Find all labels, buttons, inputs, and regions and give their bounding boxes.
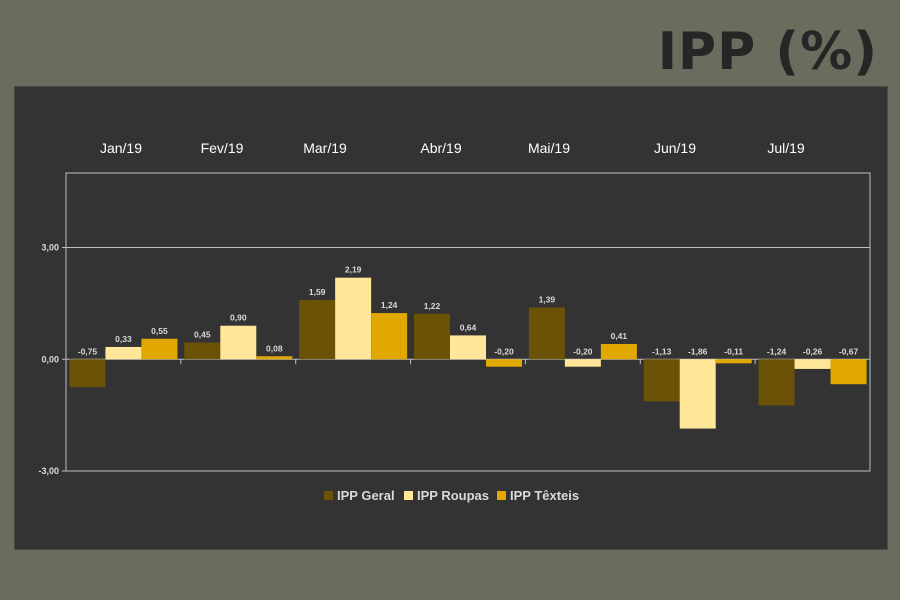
data-label: 0,55 [151, 326, 168, 336]
bar-ipp-roupas [679, 359, 716, 429]
data-label: 0,08 [266, 343, 283, 353]
category-label: Fev/19 [201, 140, 244, 156]
category-label: Mai/19 [528, 140, 570, 156]
bar-ipp-t-xteis [600, 343, 637, 360]
data-label: 0,64 [460, 322, 477, 332]
category-label: Jun/19 [654, 140, 696, 156]
legend-label: IPP Têxteis [510, 488, 579, 503]
chart-panel: 3,00 0,00 -3,00 Jan/19 Fev/19 Mar/19 Abr/19 Mai… [14, 86, 888, 550]
bar-chart: 3,00 0,00 -3,00 Jan/19 Fev/19 Mar/19 Abr/19 Mai… [38, 140, 871, 503]
bar-ipp-t-xteis [256, 356, 293, 360]
bar-ipp-t-xteis [486, 359, 522, 367]
bar-ipp-t-xteis [371, 313, 408, 360]
category-label: Mar/19 [303, 140, 347, 156]
bar-ipp-roupas [335, 277, 372, 360]
bar-ipp-roupas [564, 359, 601, 367]
data-label: 1,39 [539, 294, 556, 304]
bar-ipp-t-xteis [830, 359, 867, 385]
category-label: Abr/19 [420, 140, 461, 156]
data-label: 0,41 [611, 331, 628, 341]
y-tick-label: 0,00 [41, 354, 59, 364]
bar-ipp-roupas [794, 359, 831, 369]
category-label: Jan/19 [100, 140, 142, 156]
data-label: -1,13 [652, 346, 672, 356]
data-label: -0,20 [494, 346, 514, 356]
category-label: Jul/19 [767, 140, 805, 156]
data-label: 0,45 [194, 329, 211, 339]
data-label: 0,90 [230, 313, 247, 323]
bar-ipp-roupas [450, 335, 486, 360]
page-title: IPP (%) [657, 22, 878, 82]
data-label: -0,11 [724, 346, 743, 356]
legend-swatch [404, 491, 413, 500]
data-label: 2,19 [345, 265, 362, 275]
legend-label: IPP Roupas [417, 488, 489, 503]
bar-ipp-t-xteis [715, 359, 752, 364]
legend-swatch [497, 491, 506, 500]
legend-label: IPP Geral [337, 488, 395, 503]
data-label: 0,33 [115, 334, 132, 344]
bar-ipp-geral [528, 307, 565, 360]
bar-ipp-geral [758, 359, 795, 406]
y-tick-label: -3,00 [38, 466, 59, 476]
bar-ipp-geral [69, 359, 106, 388]
bar-ipp-roupas [220, 325, 257, 360]
bar-ipp-roupas [105, 346, 142, 360]
data-label: 1,24 [381, 300, 398, 310]
y-tick-label: 3,00 [41, 243, 59, 253]
data-label: -0,26 [803, 346, 823, 356]
data-label: -1,24 [767, 346, 787, 356]
bar-ipp-geral [299, 300, 336, 360]
data-label: -1,86 [688, 346, 708, 356]
data-label: 1,59 [309, 287, 326, 297]
bar-ipp-t-xteis [141, 338, 178, 360]
data-label: -0,75 [78, 346, 98, 356]
bar-ipp-geral [414, 313, 450, 360]
data-label: 1,22 [424, 301, 441, 311]
bar-ipp-geral [184, 342, 221, 360]
legend-swatch [324, 491, 333, 500]
data-label: -0,67 [839, 346, 859, 356]
data-label: -0,20 [573, 346, 593, 356]
bar-ipp-geral [643, 359, 680, 402]
